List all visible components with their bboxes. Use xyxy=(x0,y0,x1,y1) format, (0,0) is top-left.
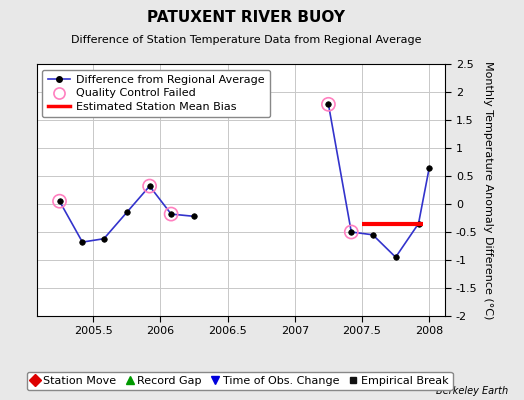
Text: Berkeley Earth: Berkeley Earth xyxy=(436,386,508,396)
Text: PATUXENT RIVER BUOY: PATUXENT RIVER BUOY xyxy=(147,10,345,26)
Point xyxy=(347,229,355,235)
Y-axis label: Monthly Temperature Anomaly Difference (°C): Monthly Temperature Anomaly Difference (… xyxy=(483,61,493,319)
Point xyxy=(146,183,154,189)
Point xyxy=(324,101,333,108)
Legend: Station Move, Record Gap, Time of Obs. Change, Empirical Break: Station Move, Record Gap, Time of Obs. C… xyxy=(27,372,453,390)
Text: Difference of Station Temperature Data from Regional Average: Difference of Station Temperature Data f… xyxy=(71,35,421,45)
Legend: Difference from Regional Average, Quality Control Failed, Estimated Station Mean: Difference from Regional Average, Qualit… xyxy=(42,70,270,117)
Point xyxy=(56,198,64,204)
Point xyxy=(167,211,176,217)
